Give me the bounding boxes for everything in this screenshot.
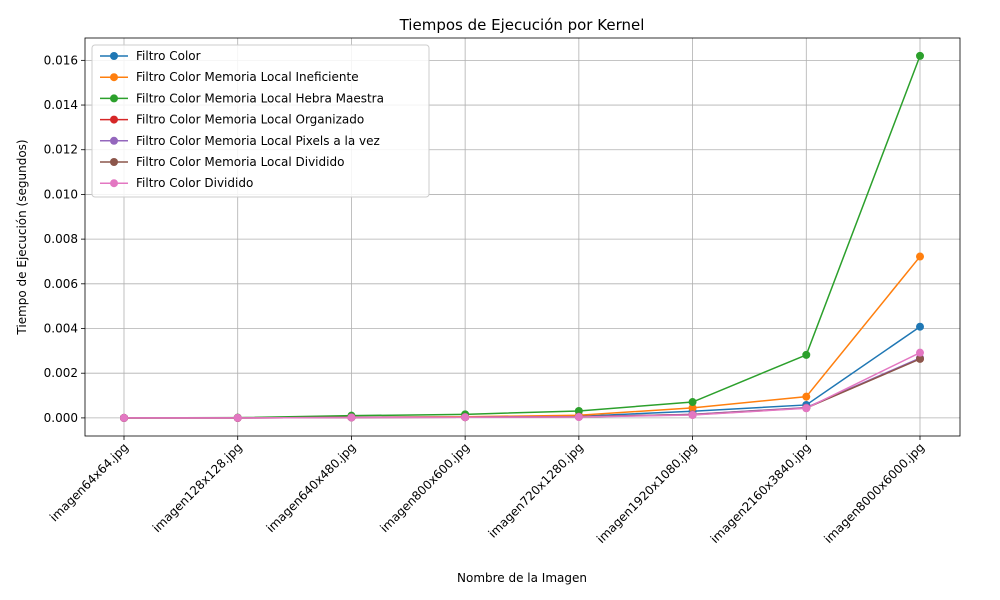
series-line [124, 326, 921, 419]
series-7 [120, 348, 924, 422]
legend-item: Filtro Color Dividido [100, 176, 253, 190]
data-point [916, 348, 924, 357]
y-tick-label: 0.004 [44, 322, 78, 336]
legend-label: Filtro Color Memoria Local Pixels a la v… [136, 134, 380, 148]
legend-marker [110, 52, 118, 60]
legend-marker [110, 73, 118, 82]
data-point [802, 392, 811, 401]
y-tick-label: 0.016 [44, 53, 78, 67]
y-tick-label: 0.006 [44, 277, 78, 291]
y-tick-label: 0.000 [44, 411, 78, 425]
series-line [124, 351, 921, 419]
data-point [347, 413, 356, 422]
x-axis-title: Nombre de la Imagen [457, 571, 587, 585]
x-tick-label: imagen720x1280.jpg [486, 440, 586, 540]
x-tick-label: imagen2160x3840.jpg [708, 440, 814, 546]
data-point [916, 354, 924, 363]
legend-marker [110, 179, 118, 188]
legend-marker [110, 158, 118, 166]
x-tick-label: imagen640x480.jpg [264, 440, 359, 535]
y-tick-label: 0.012 [44, 143, 78, 157]
data-point [916, 322, 924, 331]
y-tick-label: 0.008 [44, 232, 78, 246]
legend-label: Filtro Color Memoria Local Organizado [136, 113, 364, 127]
x-axis-ticks: imagen64x64.jpg imagen128x128.jpg imagen64… [47, 436, 927, 546]
legend-marker [110, 136, 118, 145]
legend-item: Filtro Color Memoria Local Pixels a la v… [100, 134, 380, 148]
series-2 [120, 252, 924, 422]
data-point [802, 404, 811, 413]
legend-label: Filtro Color Dividido [136, 176, 253, 190]
series-4 [120, 354, 924, 422]
legend-item: Filtro Color [100, 49, 201, 63]
data-point [574, 406, 583, 415]
data-point [688, 398, 697, 407]
chart-title: Tiempos de Ejecución por Kernel [399, 16, 645, 34]
y-axis-title: Tiempo de Ejecución (segundos) [15, 139, 29, 335]
x-tick-label: imagen64x64.jpg [47, 440, 131, 524]
legend-item: Filtro Color Memoria Local Ineficiente [100, 70, 359, 84]
series-5 [120, 354, 924, 422]
data-point [461, 413, 470, 422]
legend-label: Filtro Color [136, 49, 201, 63]
grid [85, 38, 960, 436]
legend: Filtro Color Filtro Color Memoria Local I… [91, 44, 430, 198]
data-point [916, 252, 924, 261]
legend-marker [110, 115, 118, 124]
data-point [574, 413, 583, 422]
plot-area-frame [84, 37, 961, 437]
series-layer [120, 51, 924, 422]
x-tick-label: imagen128x128.jpg [150, 440, 245, 535]
series-line [124, 256, 921, 419]
x-tick-label: imagen1920x1080.jpg [594, 440, 700, 546]
data-point [916, 51, 924, 60]
x-tick-label: imagen800x600.jpg [377, 440, 472, 535]
legend-item: Filtro Color Memoria Local Dividido [100, 155, 344, 169]
legend-label: Filtro Color Memoria Local Hebra Maestra [136, 91, 384, 105]
y-axis-ticks: 0.000 0.002 0.004 0.006 0.008 0.010 0.012 0.014… [44, 53, 85, 425]
data-point [233, 413, 242, 422]
legend-marker [110, 94, 118, 103]
legend-item: Filtro Color Memoria Local Organizado [100, 113, 364, 127]
series-6 [120, 354, 924, 422]
data-point [688, 410, 697, 419]
legend-label: Filtro Color Memoria Local Dividido [136, 155, 344, 169]
legend-item: Filtro Color Memoria Local Hebra Maestra [100, 91, 384, 105]
data-point [802, 350, 811, 359]
x-tick-label: imagen8000x6000.jpg [821, 440, 927, 546]
y-tick-label: 0.010 [44, 187, 78, 201]
data-point [688, 403, 697, 412]
y-tick-label: 0.002 [44, 366, 78, 380]
data-point [120, 413, 128, 422]
y-tick-label: 0.014 [44, 98, 78, 112]
legend-box [91, 44, 430, 198]
legend-label: Filtro Color Memoria Local Ineficiente [136, 70, 359, 84]
